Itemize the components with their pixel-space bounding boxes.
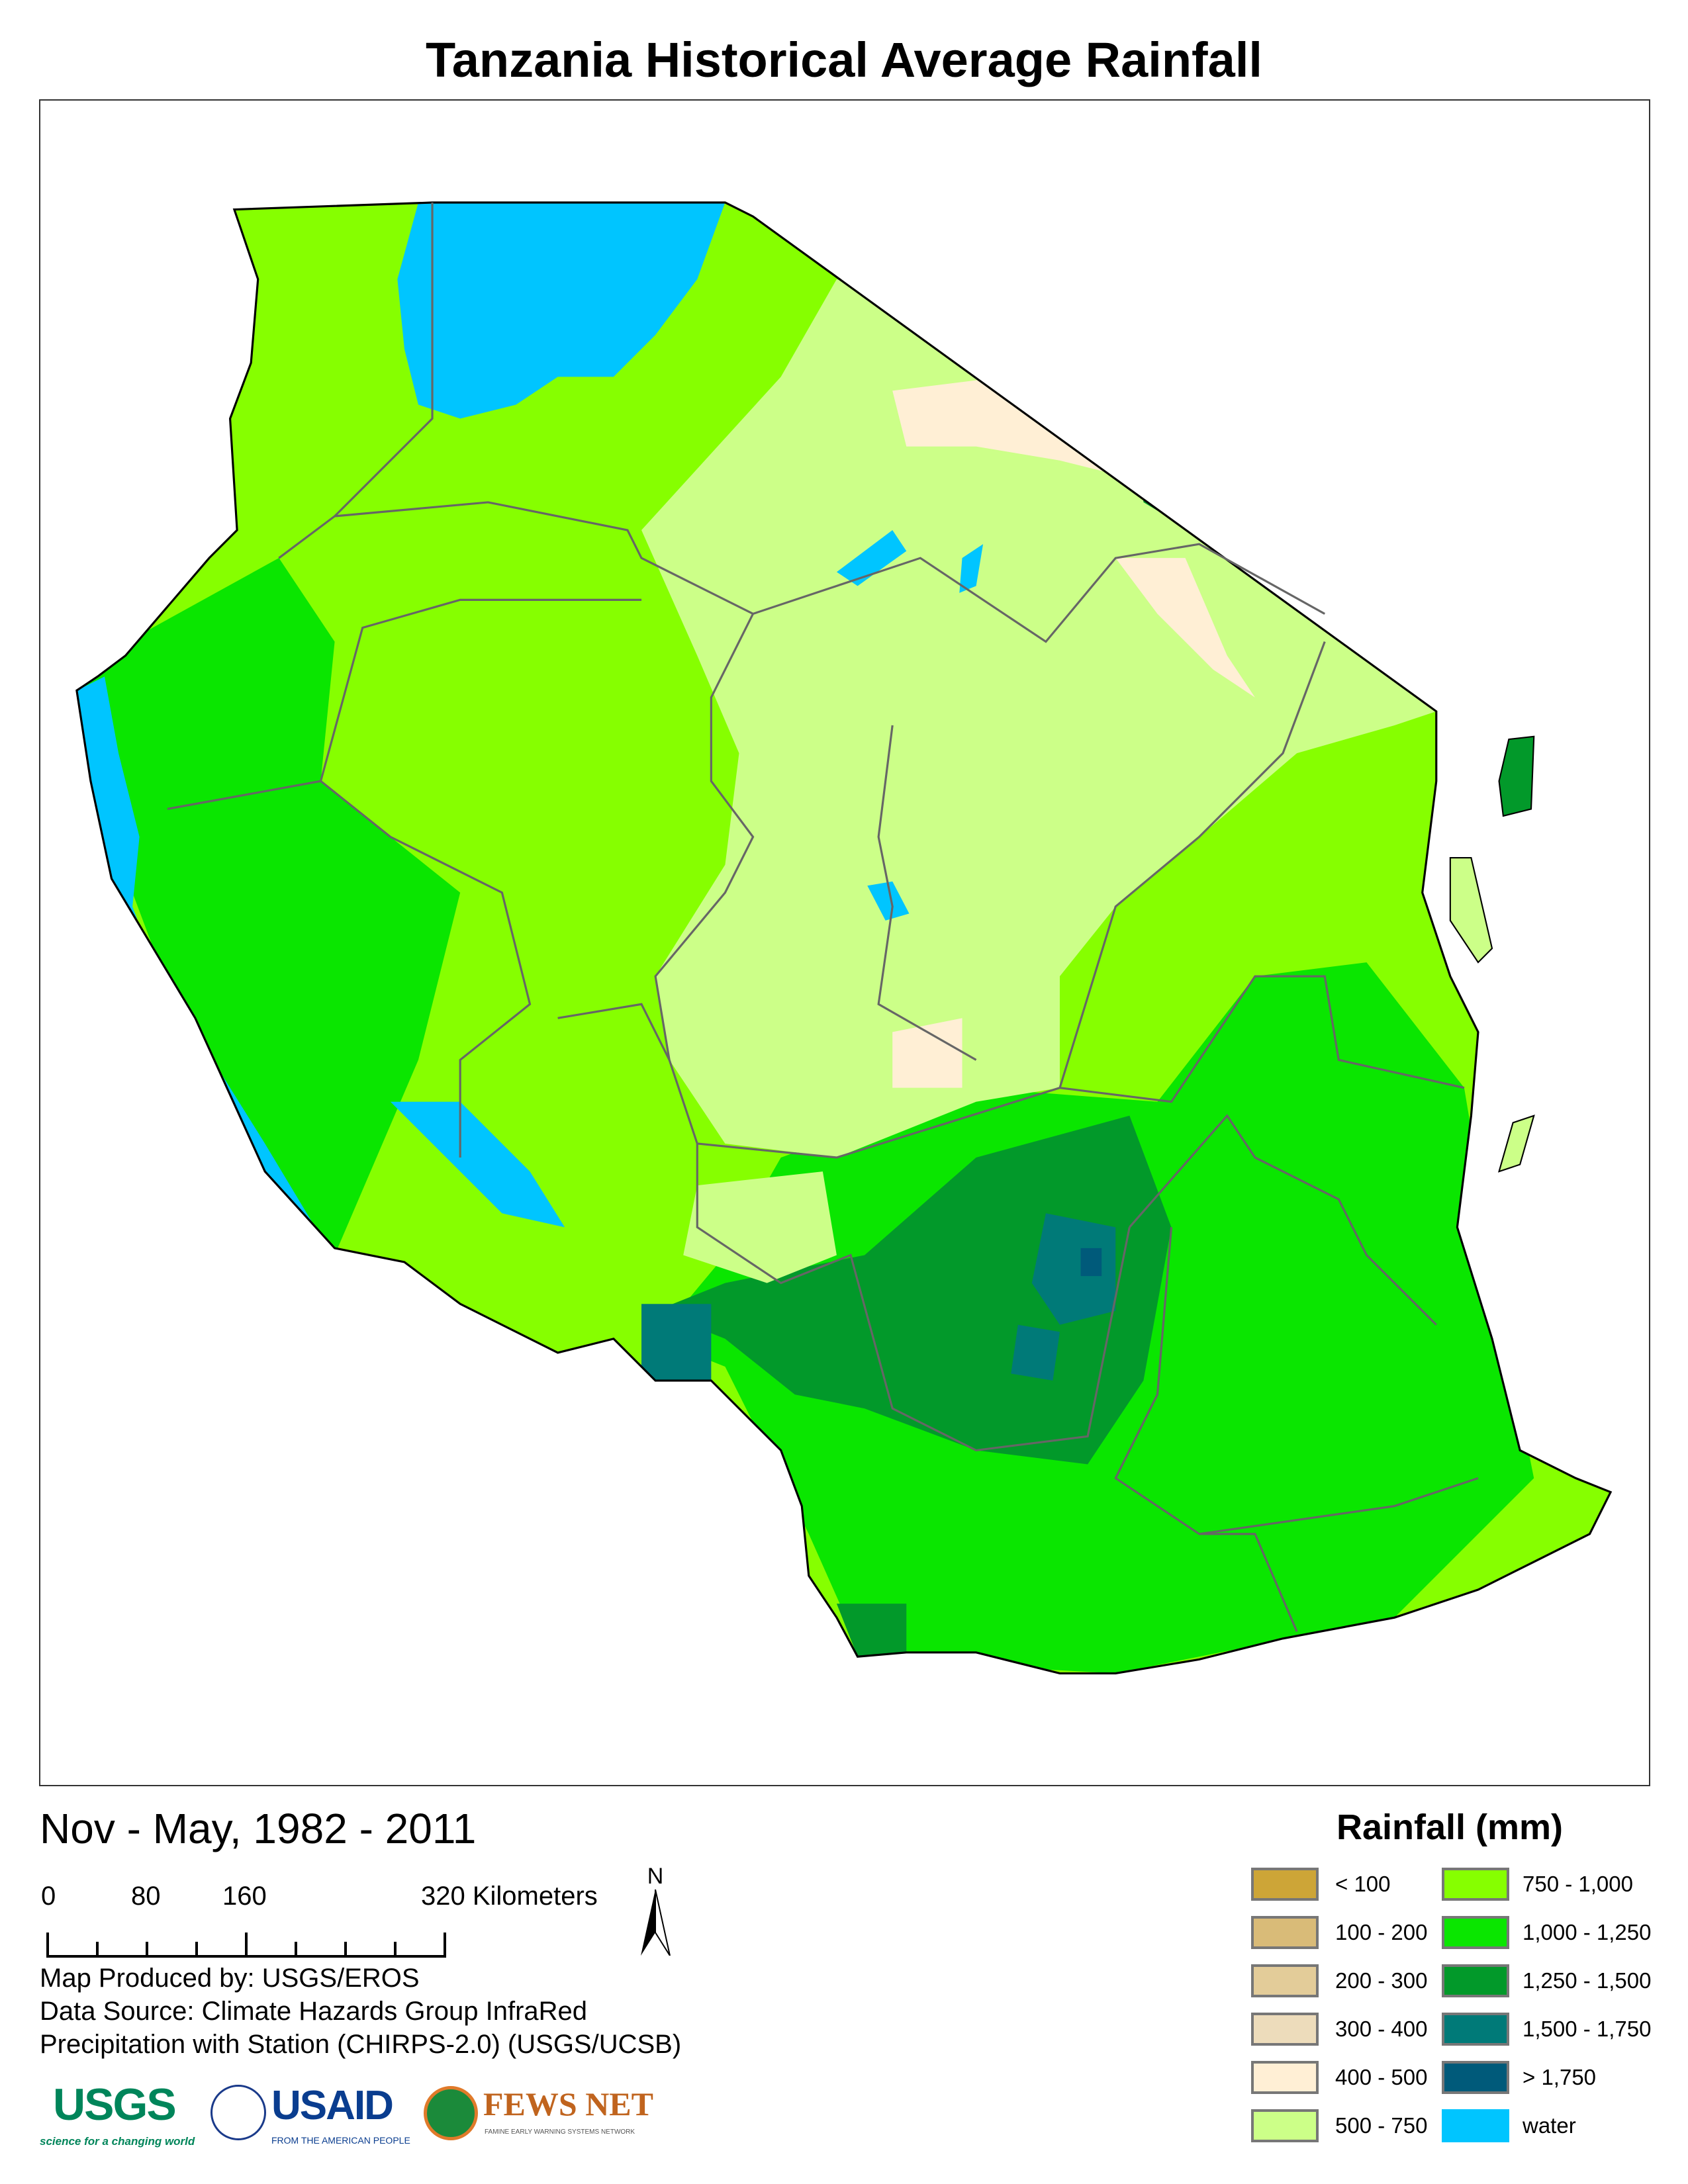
legend-label: 400 - 500 bbox=[1335, 2065, 1428, 2089]
legend-label: 300 - 400 bbox=[1335, 2017, 1428, 2041]
legend-swatch bbox=[1442, 2013, 1509, 2046]
legend-swatch bbox=[1251, 2013, 1319, 2046]
legend-label: > 1,750 bbox=[1523, 2065, 1597, 2089]
fewsnet-logo: FEWS NET FAMINE EARLY WARNING SYSTEMS NE… bbox=[424, 2078, 653, 2158]
legend-swatch bbox=[1442, 1868, 1509, 1901]
region-gt-1750 bbox=[1080, 1248, 1102, 1277]
credit-source-1: Data Source: Climate Hazards Group Infra… bbox=[40, 1997, 588, 2026]
legend-swatch bbox=[1251, 1964, 1319, 1997]
legend-label: 200 - 300 bbox=[1335, 1968, 1428, 1993]
region-1250-1500-sw bbox=[836, 1604, 907, 1657]
water-lake-tanganyika bbox=[76, 676, 328, 1248]
water-lake-nyasa bbox=[390, 1101, 565, 1228]
credit-source-2: Precipitation with Station (CHIRPS-2.0) … bbox=[40, 2030, 682, 2059]
north-label: N bbox=[647, 1864, 664, 1889]
legend-swatch bbox=[1251, 1916, 1319, 1949]
legend-label: 500 - 750 bbox=[1335, 2113, 1428, 2138]
region-500-750-south bbox=[683, 1171, 837, 1283]
credit-producer: Map Produced by: USGS/EROS bbox=[40, 1964, 420, 1993]
usaid-logo-tagline: FROM THE AMERICAN PEOPLE bbox=[271, 2135, 410, 2146]
usaid-seal bbox=[211, 2085, 266, 2140]
fewsnet-logo-name: FEWS NET bbox=[483, 2085, 654, 2122]
region-400-500-b bbox=[1115, 558, 1255, 698]
legend-swatch bbox=[1442, 1964, 1509, 1997]
legend-swatch bbox=[1251, 2109, 1319, 2142]
water-lake-central bbox=[867, 881, 910, 921]
legend-label: 1,250 - 1,500 bbox=[1523, 1968, 1652, 1993]
scale-label-320: 320 Kilometers bbox=[421, 1882, 598, 1911]
legend-swatch bbox=[1442, 1916, 1509, 1949]
legend-swatch bbox=[1251, 2061, 1319, 2094]
legend-swatch bbox=[1442, 2061, 1509, 2094]
legend-label: 750 - 1,000 bbox=[1523, 1872, 1633, 1896]
usgs-logo-name: USGS bbox=[53, 2079, 177, 2130]
water-lake-victoria bbox=[397, 203, 726, 419]
region-boundaries bbox=[167, 203, 1479, 1632]
region-400-500-c bbox=[892, 1018, 962, 1088]
legend-label: water bbox=[1523, 2113, 1576, 2138]
water-lake-eyasi bbox=[836, 530, 907, 586]
legend-swatch bbox=[1251, 1868, 1319, 1901]
island-mafia bbox=[1497, 1115, 1535, 1173]
usgs-logo-tagline: science for a changing world bbox=[40, 2135, 195, 2148]
usaid-logo-name: USAID bbox=[271, 2083, 394, 2128]
legend-label: 1,500 - 1,750 bbox=[1523, 2017, 1652, 2041]
north-arrow-icon bbox=[641, 1889, 671, 1956]
region-1500-1750-b bbox=[1011, 1324, 1060, 1381]
usgs-logo: USGS science for a changing world bbox=[40, 2078, 225, 2158]
legend-title: Rainfall (mm) bbox=[1336, 1807, 1564, 1847]
fewsnet-logo-tagline: FAMINE EARLY WARNING SYSTEMS NETWORK bbox=[485, 2128, 635, 2136]
usaid-logo: USAID FROM THE AMERICAN PEOPLE bbox=[271, 2078, 417, 2158]
region-1000-1250-west bbox=[76, 558, 461, 1255]
island-pemba bbox=[1498, 735, 1535, 817]
legend-label: < 100 bbox=[1335, 1872, 1391, 1896]
scale-label-0: 0 bbox=[41, 1882, 56, 1911]
scale-label-80: 80 bbox=[131, 1882, 161, 1911]
map-frame bbox=[39, 99, 1650, 1786]
region-400-500 bbox=[892, 377, 1116, 475]
country-outline bbox=[75, 201, 1613, 1675]
region-1500-1750-c bbox=[641, 1304, 712, 1381]
legend-label: 1,000 - 1,250 bbox=[1523, 1920, 1652, 1944]
globe-icon bbox=[424, 2086, 478, 2140]
water-lake-manyara bbox=[959, 544, 984, 593]
period-subtitle: Nov - May, 1982 - 2011 bbox=[40, 1805, 477, 1852]
map-title: Tanzania Historical Average Rainfall bbox=[426, 32, 1262, 87]
legend-label: 100 - 200 bbox=[1335, 1920, 1428, 1944]
island-zanzibar bbox=[1449, 857, 1493, 964]
region-1500-1750 bbox=[1031, 1213, 1116, 1325]
region-gt-1750-kili bbox=[1160, 474, 1202, 510]
legend-swatch bbox=[1442, 2109, 1509, 2142]
north-arrow: N bbox=[635, 1863, 675, 1956]
scale-label-160: 160 bbox=[222, 1882, 267, 1911]
scale-bar bbox=[46, 1933, 446, 1958]
